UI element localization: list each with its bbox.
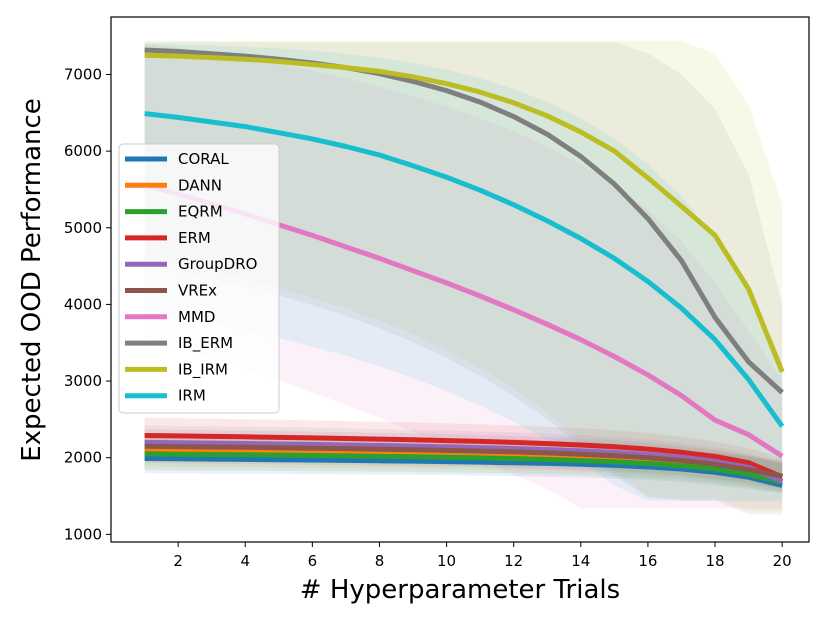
y-tick-label: 5000: [64, 219, 102, 237]
legend-label-irm: IRM: [178, 387, 206, 405]
x-tick-label: 14: [571, 552, 590, 570]
line-vrex: [144, 443, 783, 479]
y-tick-label: 4000: [64, 295, 102, 313]
x-tick-label: 18: [705, 552, 724, 570]
y-tick-label: 2000: [64, 449, 102, 467]
legend: CORAL DANN EQRM ERM GroupDRO VREx MMD IB_ERM IB_…: [118, 143, 280, 414]
x-tick-label: 10: [437, 552, 456, 570]
y-tick-label: 6000: [64, 142, 102, 160]
x-axis-title: # Hyperparameter Trials: [300, 575, 620, 605]
x-tick-label: 16: [638, 552, 657, 570]
legend-label-eqrm: EQRM: [178, 203, 223, 221]
legend-label-groupdro: GroupDRO: [178, 255, 257, 273]
x-axis-ticks: 2 4 6 8 10 12 14 16 18 20: [173, 542, 792, 570]
line-eqrm: [144, 451, 783, 485]
line-erm: [144, 433, 784, 480]
line-ib-erm: [144, 47, 784, 395]
plot-frame: [110, 16, 810, 543]
legend-label-coral: CORAL: [178, 150, 229, 168]
x-tick-label: 12: [504, 552, 523, 570]
x-tick-label: 6: [308, 552, 318, 570]
series-lines: [143, 47, 785, 488]
x-tick-label: 8: [375, 552, 385, 570]
y-tick-label: 7000: [64, 65, 102, 83]
legend-label-mmd: MMD: [178, 308, 215, 326]
line-groupdro: [144, 439, 784, 484]
y-tick-label: 3000: [64, 372, 102, 390]
legend-label-vrex: VREx: [178, 282, 217, 300]
legend-label-dann: DANN: [178, 176, 222, 194]
legend-label-ib-irm: IB_IRM: [178, 360, 228, 379]
line-irm: [144, 111, 785, 428]
line-dann: [144, 448, 783, 484]
band-mmd: [144, 43, 783, 509]
y-axis-title: Expected OOD Performance: [17, 98, 47, 462]
y-axis-ticks: 1000 2000 3000 4000 5000 6000 7000: [64, 65, 111, 543]
legend-label-ib-erm: IB_ERM: [178, 334, 233, 353]
x-tick-label: 4: [240, 552, 250, 570]
x-tick-label: 20: [773, 552, 792, 570]
line-coral: [144, 456, 783, 488]
legend-label-erm: ERM: [178, 229, 211, 247]
line-ib-irm: [144, 52, 785, 373]
y-tick-label: 1000: [64, 525, 102, 543]
x-tick-label: 2: [173, 552, 183, 570]
